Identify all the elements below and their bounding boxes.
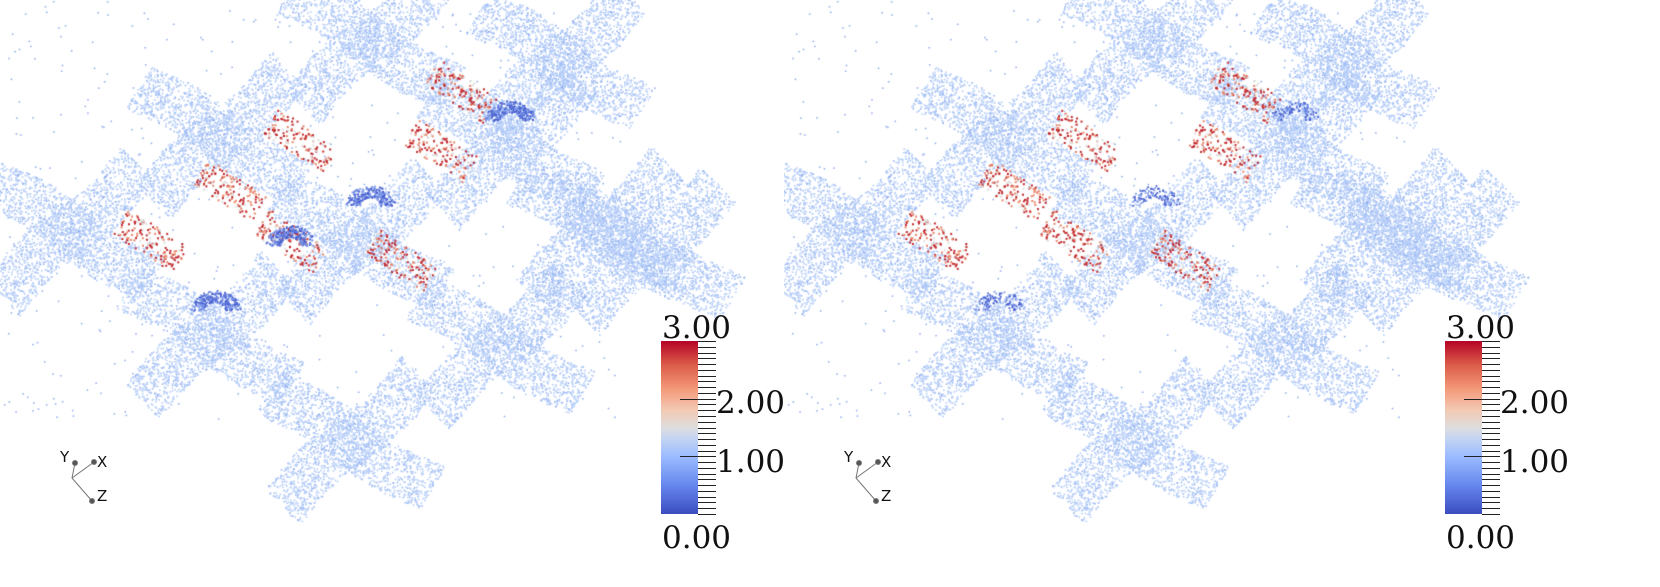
colorbar-tick: [698, 358, 716, 360]
colorbar-tick: [698, 427, 716, 429]
colorbar-ticks: [1464, 341, 1502, 515]
colorbar-min-label: 0.00: [662, 520, 732, 556]
axis-y-label: Y: [844, 448, 854, 466]
render-view-right[interactable]: 3.00 2.00 1.00 0.00 Y X Z: [784, 0, 1570, 587]
colorbar-tick: [1482, 462, 1500, 464]
colorbar-label-1: 1.00: [1500, 444, 1570, 480]
colorbar-tick: [698, 404, 716, 406]
colorbar-tick: [1482, 421, 1500, 423]
colorbar: [1445, 341, 1482, 514]
render-view-left[interactable]: 3.00 2.00 1.00 0.00 Y X Z: [0, 0, 786, 587]
colorbar-tick: [1482, 364, 1500, 366]
colorbar-tick: [698, 485, 716, 487]
colorbar-tick: [698, 439, 716, 441]
axis-x-label: X: [97, 453, 108, 471]
colorbar-tick: [1482, 398, 1500, 400]
colorbar-tick: [698, 502, 716, 504]
particle-render[interactable]: [0, 0, 784, 587]
colorbar-tick: [698, 444, 716, 446]
axis-x-label: X: [881, 453, 892, 471]
colorbar-tick: [1482, 490, 1500, 492]
colorbar-tick: [1482, 358, 1500, 360]
colorbar-tick: [1482, 467, 1500, 469]
colorbar-tick: [1482, 346, 1500, 348]
colorbar-label-2: 2.00: [716, 385, 786, 421]
axes-arrows-icon: [855, 459, 881, 504]
colorbar-tick: [698, 352, 716, 354]
colorbar-tick: [1482, 439, 1500, 441]
colorbar-tick: [698, 364, 716, 366]
axis-y-label: Y: [60, 448, 70, 466]
colorbar-tick: [698, 433, 716, 435]
colorbar-label-2: 2.00: [1500, 385, 1570, 421]
colorbar-tick: [1482, 369, 1500, 371]
colorbar-major-tick: [680, 398, 698, 400]
colorbar-tick: [1482, 479, 1500, 481]
colorbar-tick: [1482, 496, 1500, 498]
colorbar-tick: [1482, 485, 1500, 487]
colorbar-tick: [698, 496, 716, 498]
colorbar-tick: [1482, 473, 1500, 475]
colorbar-label-1: 1.00: [716, 444, 786, 480]
colorbar-tick: [698, 375, 716, 377]
colorbar-tick: [698, 346, 716, 348]
colorbar-tick: [698, 415, 716, 417]
orientation-axes: Y X Z: [50, 445, 120, 515]
colorbar-tick: [698, 473, 716, 475]
colorbar-tick: [698, 456, 716, 458]
colorbar: [661, 341, 698, 514]
colorbar-tick: [1482, 381, 1500, 383]
colorbar-tick: [1482, 352, 1500, 354]
axes-arrows-icon: [71, 459, 97, 504]
colorbar-tick: [1482, 415, 1500, 417]
axis-z-label: Z: [97, 487, 108, 505]
colorbar-tick: [1482, 508, 1500, 510]
colorbar-tick: [1482, 404, 1500, 406]
colorbar-tick: [1482, 514, 1500, 515]
colorbar-max-label: 3.00: [662, 310, 732, 346]
colorbar-tick: [698, 462, 716, 464]
colorbar-tick: [698, 398, 716, 400]
colorbar-tick: [1482, 444, 1500, 446]
colorbar-tick: [698, 479, 716, 481]
colorbar-tick: [698, 387, 716, 389]
colorbar-tick: [698, 450, 716, 452]
colorbar-tick: [1482, 392, 1500, 394]
orientation-axes: Y X Z: [834, 445, 904, 515]
colorbar-tick: [1482, 502, 1500, 504]
colorbar-tick: [1482, 375, 1500, 377]
colorbar-tick: [698, 410, 716, 412]
colorbar-ticks: [680, 341, 718, 515]
colorbar-tick: [698, 369, 716, 371]
colorbar-tick: [1482, 427, 1500, 429]
colorbar-tick: [1482, 387, 1500, 389]
colorbar-major-tick: [1464, 456, 1482, 458]
particle-render[interactable]: [784, 0, 1568, 587]
colorbar-tick: [698, 467, 716, 469]
colorbar-tick: [1482, 450, 1500, 452]
colorbar-major-tick: [1464, 398, 1482, 400]
colorbar-tick: [698, 490, 716, 492]
colorbar-tick: [1482, 456, 1500, 458]
colorbar-tick: [1482, 410, 1500, 412]
colorbar-tick: [698, 392, 716, 394]
axis-z-label: Z: [881, 487, 892, 505]
colorbar-tick: [698, 514, 716, 515]
colorbar-tick: [1482, 341, 1500, 342]
colorbar-tick: [698, 381, 716, 383]
colorbar-tick: [1482, 433, 1500, 435]
colorbar-min-label: 0.00: [1446, 520, 1516, 556]
colorbar-tick: [698, 421, 716, 423]
colorbar-major-tick: [680, 456, 698, 458]
colorbar-tick: [698, 341, 716, 342]
colorbar-tick: [698, 508, 716, 510]
colorbar-max-label: 3.00: [1446, 310, 1516, 346]
